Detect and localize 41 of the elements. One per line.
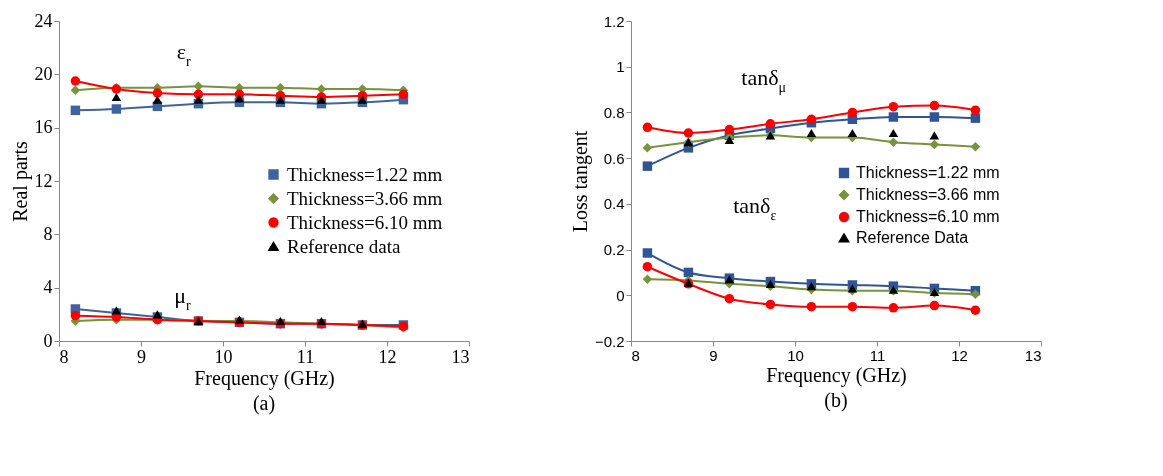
x-tick-label: 12 [951, 346, 968, 364]
x-axis-title: Frequency (GHz) [194, 366, 335, 390]
y-tick-label: −0.2 [594, 332, 625, 350]
y-tick-label: 12 [34, 170, 53, 191]
y-tick-label: 0 [43, 330, 53, 351]
x-tick-label: 11 [869, 346, 886, 364]
y-tick-label: 0.6 [603, 149, 625, 167]
y-tick-label: 0.4 [603, 195, 625, 213]
x-axis-title: Frequency (GHz) [766, 363, 907, 387]
x-tick-label: 9 [709, 346, 718, 364]
x-tick-label: 10 [787, 346, 804, 364]
text: (b) [824, 389, 848, 412]
legend-label: Thickness=1.22 mm [287, 163, 443, 185]
legend-label: Thickness=3.66 mm [856, 186, 1000, 203]
y-tick-label: 0.8 [603, 103, 625, 121]
x-tick-label: 11 [296, 346, 315, 367]
y-tick-label: 1.2 [603, 12, 625, 30]
x-tick-label: 10 [214, 346, 233, 367]
y-tick-label: 4 [43, 277, 53, 298]
x-tick-label: 8 [631, 346, 640, 364]
legend-label: Thickness=6.10 mm [287, 211, 443, 233]
y-tick-label: 1 [616, 58, 625, 76]
x-tick-label: 12 [378, 346, 397, 367]
legend-label: Thickness=3.66 mm [287, 187, 443, 209]
y-tick-label: 16 [34, 117, 53, 138]
x-tick-label: 9 [137, 346, 146, 367]
legend-label: Thickness=1.22 mm [856, 164, 1000, 181]
x-tick-label: 13 [451, 346, 470, 367]
x-tick-label: 8 [59, 346, 69, 367]
x-tick-label: 13 [1024, 346, 1042, 364]
y-axis-title: Loss tangent [568, 130, 592, 233]
y-tick-label: 20 [34, 63, 53, 84]
y-axis-title: Real parts [8, 141, 32, 222]
legend-label: Reference Data [856, 229, 969, 246]
y-tick-label: 0 [616, 286, 625, 304]
text: (a) [252, 392, 276, 415]
y-tick-label: 8 [43, 223, 53, 244]
legend-label: Reference data [287, 235, 401, 257]
y-tick-label: 0.2 [603, 241, 625, 259]
legend-label: Thickness=6.10 mm [856, 208, 1000, 225]
y-tick-label: 24 [34, 10, 53, 31]
